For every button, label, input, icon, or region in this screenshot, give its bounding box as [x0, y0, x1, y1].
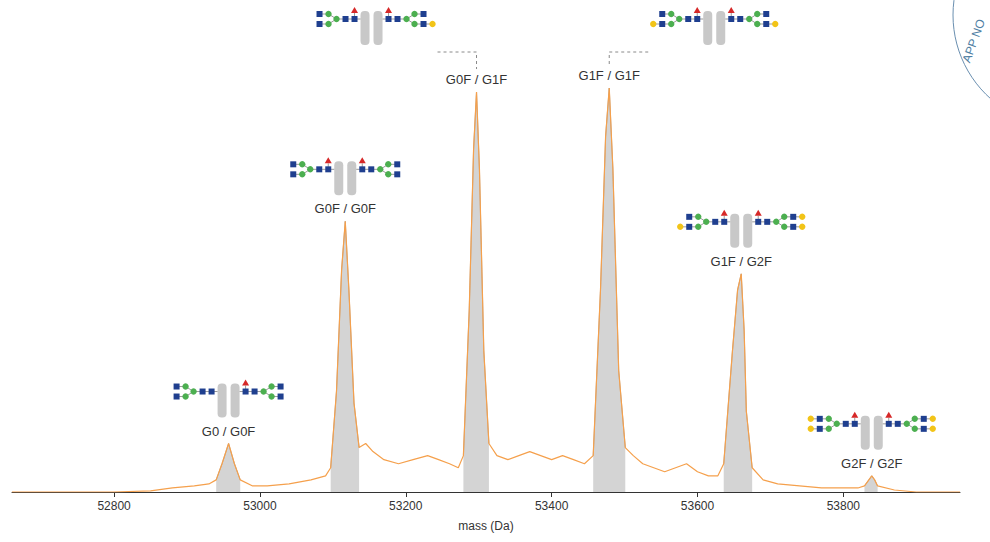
svg-text:53200: 53200 — [389, 499, 423, 513]
svg-text:52800: 52800 — [97, 499, 131, 513]
svg-text:APP NO: APP NO — [959, 17, 988, 64]
svg-text:53000: 53000 — [243, 499, 277, 513]
svg-text:G2F / G2F: G2F / G2F — [841, 456, 902, 471]
svg-text:53400: 53400 — [535, 499, 569, 513]
svg-text:G0 / G0F: G0 / G0F — [202, 424, 256, 439]
svg-text:G0F / G1F: G0F / G1F — [446, 72, 507, 87]
svg-text:53800: 53800 — [827, 499, 861, 513]
svg-text:G0F / G0F: G0F / G0F — [315, 201, 376, 216]
svg-text:mass (Da): mass (Da) — [458, 519, 513, 533]
svg-text:53600: 53600 — [681, 499, 715, 513]
svg-text:G1F / G2F: G1F / G2F — [711, 254, 772, 269]
svg-text:G1F / G1F: G1F / G1F — [579, 68, 640, 83]
